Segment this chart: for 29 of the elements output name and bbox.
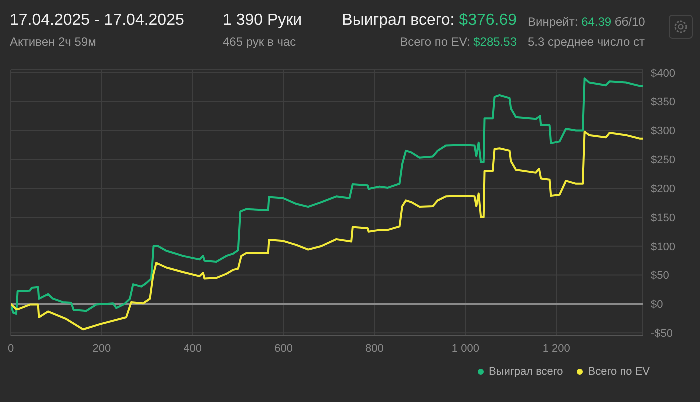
legend-label: Выиграл всего: [488, 366, 564, 378]
x-tick-label: 600: [274, 342, 293, 355]
x-tick-label: 200: [92, 342, 112, 355]
y-tick-label: $200: [651, 183, 676, 196]
y-tick-label: -$50: [651, 328, 674, 340]
x-tick-label: 1 200: [542, 342, 570, 355]
y-tick-label: $300: [651, 126, 676, 138]
chart-title: 17.04.2025 - 17.04.2025: [10, 12, 184, 30]
x-tick-label: 1 000: [452, 342, 480, 355]
text: Выиграл всего: $376.69: [342, 12, 517, 30]
text: 5.3 среднее число ст: [528, 35, 646, 49]
line-series: [11, 130, 643, 331]
line-series: [11, 78, 643, 316]
chart-subtitle: Активен 2ч 59м: [10, 35, 96, 49]
y-tick-label: $0: [651, 299, 664, 312]
y-tick-label: $400: [651, 68, 676, 80]
legend-label: Всего по EV: [588, 366, 650, 378]
y-tick-label: $50: [651, 270, 670, 282]
text: Всего по EV: $285.53: [400, 35, 517, 49]
text: 465 рук в час: [223, 35, 296, 49]
text: Винрейт: 64.39 бб/10: [528, 15, 646, 29]
x-tick-label: 0: [8, 342, 14, 355]
y-tick-label: $150: [651, 212, 676, 224]
y-tick-label: $100: [651, 241, 676, 254]
y-tick-label: $350: [651, 96, 676, 109]
text: 1 390 Руки: [223, 12, 302, 30]
x-tick-label: 400: [184, 342, 202, 355]
y-tick-label: $250: [651, 154, 676, 167]
x-tick-label: 800: [366, 342, 384, 355]
